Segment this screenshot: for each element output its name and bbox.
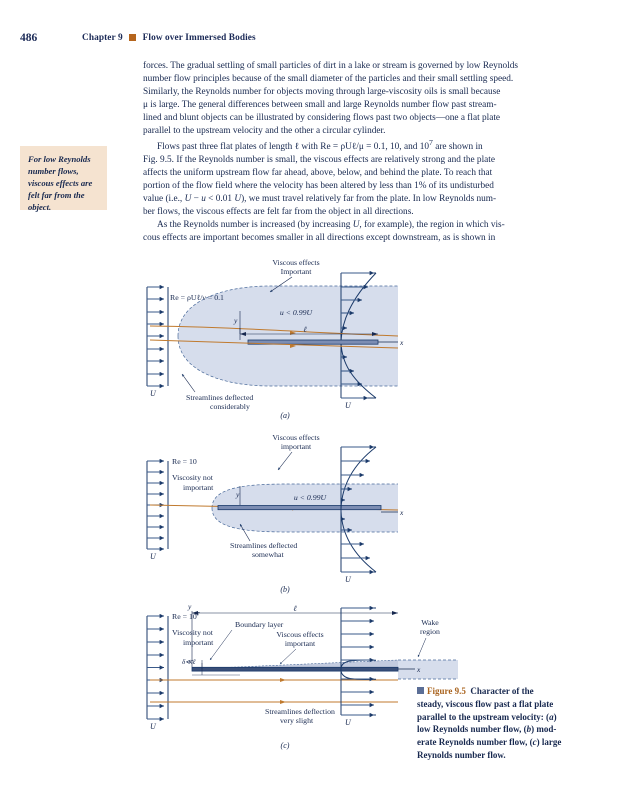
svg-text:x: x [399, 508, 404, 517]
svg-text:Streamlines deflected: Streamlines deflected [230, 541, 297, 550]
svg-text:Re = ρUℓ/ν = 0.1: Re = ρUℓ/ν = 0.1 [170, 293, 224, 302]
svg-text:x: x [416, 665, 421, 674]
svg-text:Important: Important [281, 267, 313, 276]
svg-text:considerably: considerably [210, 402, 250, 411]
svg-text:Boundary layer: Boundary layer [235, 620, 284, 629]
svg-text:U: U [345, 718, 352, 727]
svg-text:u < 0.99U: u < 0.99U [280, 308, 314, 317]
svg-text:Wake: Wake [421, 618, 439, 627]
svg-text:Viscosity not: Viscosity not [172, 628, 214, 637]
svg-text:Viscosity not: Viscosity not [172, 473, 214, 482]
svg-text:very slight: very slight [280, 716, 314, 725]
svg-text:region: region [420, 627, 440, 636]
svg-text:U: U [150, 552, 157, 561]
svg-text:y: y [235, 490, 240, 499]
svg-text:δ≪ℓ: δ≪ℓ [182, 658, 196, 666]
svg-text:Streamlines deflected: Streamlines deflected [186, 393, 253, 402]
svg-text:ℓ: ℓ [293, 604, 297, 613]
svg-text:important: important [285, 639, 316, 648]
svg-text:y: y [187, 602, 192, 611]
svg-text:Re = 107: Re = 107 [172, 612, 200, 621]
svg-text:Streamlines deflection: Streamlines deflection [265, 707, 335, 716]
svg-text:(a): (a) [280, 411, 290, 420]
svg-text:(c): (c) [281, 741, 290, 750]
svg-text:u < 0.99U: u < 0.99U [294, 493, 328, 502]
svg-text:important: important [183, 638, 214, 647]
svg-text:U: U [150, 722, 157, 731]
svg-text:important: important [281, 442, 312, 451]
svg-text:somewhat: somewhat [252, 550, 284, 559]
svg-text:Viscous effects: Viscous effects [272, 433, 319, 442]
svg-text:Viscous effects: Viscous effects [276, 630, 323, 639]
svg-text:x: x [399, 338, 404, 347]
svg-text:U: U [345, 575, 352, 584]
svg-text:U: U [345, 401, 352, 410]
svg-text:(b): (b) [280, 585, 290, 594]
svg-text:U: U [150, 389, 157, 398]
svg-text:y: y [233, 316, 238, 325]
svg-text:important: important [183, 483, 214, 492]
svg-text:Re = 10: Re = 10 [172, 457, 197, 466]
svg-text:Viscous effects: Viscous effects [272, 258, 319, 267]
